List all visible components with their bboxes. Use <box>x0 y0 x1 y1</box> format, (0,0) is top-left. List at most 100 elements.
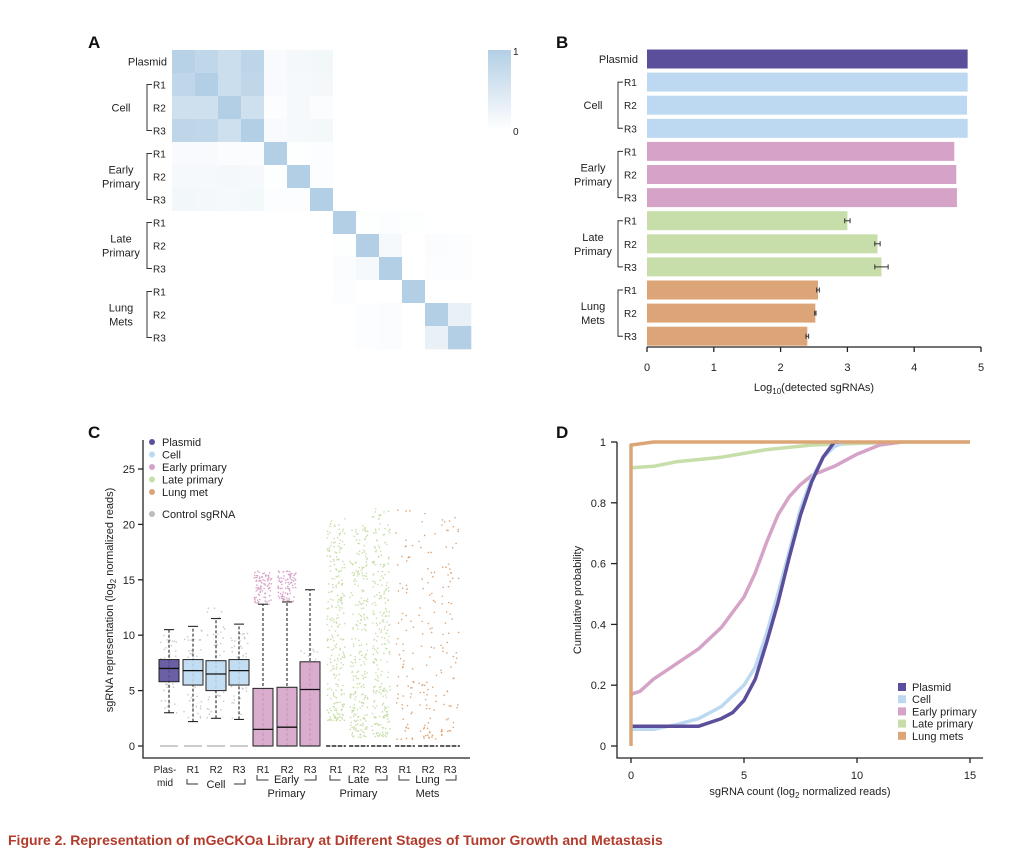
data-point <box>442 633 444 636</box>
data-point <box>256 588 259 591</box>
data-point <box>352 715 355 718</box>
data-point <box>329 598 332 601</box>
data-point <box>216 644 219 646</box>
data-point <box>380 674 382 676</box>
data-point <box>387 721 389 723</box>
category-label: R1 <box>257 765 270 776</box>
heatmap-cell <box>379 326 403 350</box>
data-point <box>421 683 424 686</box>
data-point <box>335 668 338 670</box>
data-point <box>351 594 354 597</box>
data-point <box>380 692 382 695</box>
data-point <box>411 737 414 739</box>
data-point <box>339 596 342 599</box>
heatmap-cell <box>402 50 426 74</box>
data-point <box>253 574 256 577</box>
data-point <box>382 618 385 621</box>
data-point <box>352 736 354 738</box>
data-point <box>364 720 367 722</box>
data-point <box>242 655 245 657</box>
heatmap-cell <box>425 50 449 74</box>
data-point <box>341 567 344 569</box>
data-point <box>169 639 171 641</box>
heatmap-cell <box>333 50 357 74</box>
data-point <box>332 586 334 589</box>
error-bar <box>814 310 817 316</box>
data-point <box>258 577 261 580</box>
data-point <box>381 620 384 622</box>
data-point <box>282 570 285 573</box>
data-point <box>362 717 365 720</box>
data-point <box>183 710 185 713</box>
heatmap-cell <box>402 96 426 120</box>
data-point <box>383 511 385 513</box>
data-point <box>335 606 337 609</box>
data-point <box>372 732 375 735</box>
data-point <box>256 570 259 572</box>
data-point <box>382 733 384 736</box>
heatmap-cell <box>356 303 380 327</box>
data-point <box>330 718 332 721</box>
data-point <box>422 587 424 590</box>
heatmap-row-label-replicate: R2 <box>153 242 166 253</box>
data-point <box>433 709 435 711</box>
data-point <box>371 712 374 715</box>
data-point <box>357 677 360 680</box>
data-point <box>339 539 341 542</box>
heatmap-cell <box>195 73 219 97</box>
data-point <box>372 515 375 518</box>
data-point <box>363 676 365 678</box>
data-point <box>277 575 280 577</box>
data-point <box>361 566 364 569</box>
data-point <box>339 600 342 602</box>
data-point <box>376 594 378 596</box>
data-point <box>374 547 377 549</box>
heatmap-cell <box>195 211 219 235</box>
data-point <box>349 696 352 699</box>
data-point <box>206 634 209 636</box>
data-point <box>384 602 387 604</box>
data-point <box>356 730 358 733</box>
data-point <box>335 646 337 649</box>
y-tick-label: 0 <box>600 741 606 753</box>
data-point <box>380 596 382 599</box>
bar-row-label-replicate: R1 <box>624 78 637 89</box>
box <box>158 659 180 683</box>
bar-group-bracket <box>617 150 623 199</box>
category-label: R1 <box>330 765 343 776</box>
data-point <box>350 661 353 663</box>
data-point <box>376 624 379 626</box>
data-point <box>378 597 381 600</box>
data-point <box>339 546 341 549</box>
data-point <box>387 590 390 592</box>
data-point <box>258 576 261 578</box>
data-point <box>331 577 333 580</box>
data-point <box>207 698 210 701</box>
data-point <box>188 650 190 652</box>
data-point <box>378 628 381 631</box>
data-point <box>338 534 341 536</box>
data-point <box>388 651 391 654</box>
data-point <box>343 532 346 535</box>
bar-row-label-replicate: R3 <box>624 194 637 205</box>
data-point <box>329 570 332 572</box>
data-point <box>372 612 374 615</box>
data-point <box>222 700 225 703</box>
data-point <box>382 577 385 579</box>
data-point <box>338 654 340 656</box>
data-point <box>366 672 369 674</box>
data-point <box>365 643 368 646</box>
data-point <box>383 565 385 568</box>
data-point <box>190 696 193 699</box>
legend-label: Early primary <box>162 462 227 474</box>
data-point <box>357 628 359 630</box>
data-point <box>358 573 361 575</box>
data-point <box>357 670 360 673</box>
heatmap-cell <box>264 280 288 304</box>
data-point <box>336 712 338 714</box>
data-point <box>378 546 381 549</box>
data-point <box>289 592 291 595</box>
data-point <box>447 574 449 576</box>
data-point <box>280 595 283 598</box>
data-point <box>342 560 344 563</box>
